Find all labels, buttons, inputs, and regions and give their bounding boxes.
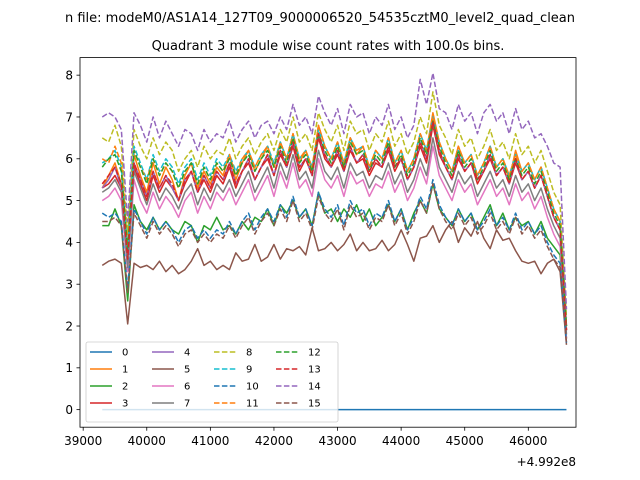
series-layer xyxy=(101,72,568,411)
legend-label-1: 1 xyxy=(122,365,128,376)
x-tick-label: 45000 xyxy=(446,434,484,448)
y-tick-label: 2 xyxy=(65,319,73,333)
legend-label-15: 15 xyxy=(308,399,321,410)
x-tick-label: 39000 xyxy=(64,434,102,448)
y-tick-label: 4 xyxy=(65,236,73,250)
x-tick-label: 43000 xyxy=(318,434,356,448)
x-axis: 39000 40000 41000 42000 43000 44000 45000 46000 xyxy=(64,427,547,448)
y-tick-label: 8 xyxy=(65,68,73,82)
legend-label-10: 10 xyxy=(246,382,259,393)
legend-label-6: 6 xyxy=(184,382,190,393)
series-line-12 xyxy=(101,120,568,327)
y-tick-label: 3 xyxy=(65,278,73,292)
y-tick-label: 5 xyxy=(65,194,73,208)
series-line-1 xyxy=(101,112,568,327)
series-line-5 xyxy=(101,220,568,345)
series-line-7 xyxy=(101,137,568,335)
plot-area xyxy=(79,57,577,428)
series-line-15 xyxy=(102,183,568,343)
legend-label-11: 11 xyxy=(246,399,259,410)
y-tick-label: 7 xyxy=(65,110,73,124)
figure-suptitle: n file: modeM0/AS1A14_127T09_9000006520_… xyxy=(65,11,575,26)
y-tick-label: 6 xyxy=(65,152,73,166)
legend-label-3: 3 xyxy=(122,399,128,410)
series-line-10 xyxy=(101,178,568,343)
x-tick-label: 41000 xyxy=(191,434,229,448)
x-axis-offset-label: +4.992e8 xyxy=(517,455,576,469)
series-line-9 xyxy=(101,116,568,327)
series-line-6 xyxy=(101,145,568,339)
series-line-8 xyxy=(101,91,568,318)
legend-label-13: 13 xyxy=(308,365,321,376)
series-line-13 xyxy=(101,120,568,331)
legend-label-8: 8 xyxy=(246,348,252,359)
x-tick-label: 42000 xyxy=(255,434,293,448)
legend-label-9: 9 xyxy=(246,365,252,376)
y-tick-label: 1 xyxy=(65,361,73,375)
legend-label-14: 14 xyxy=(308,382,321,393)
series-line-11 xyxy=(101,116,568,327)
x-tick-label: 46000 xyxy=(509,434,547,448)
legend-label-12: 12 xyxy=(308,348,321,359)
legend-label-0: 0 xyxy=(122,348,128,359)
legend-label-5: 5 xyxy=(184,365,190,376)
x-tick-label: 40000 xyxy=(128,434,166,448)
legend-label-2: 2 xyxy=(122,382,128,393)
series-line-2 xyxy=(102,183,568,339)
x-tick-label: 44000 xyxy=(382,434,420,448)
legend-label-4: 4 xyxy=(184,348,190,359)
chart-title: Quadrant 3 module wise count rates with … xyxy=(152,39,505,54)
legend-label-7: 7 xyxy=(184,399,190,410)
series-line-14 xyxy=(101,72,568,310)
y-tick-label: 0 xyxy=(65,403,73,417)
y-axis: 0 1 2 3 4 5 6 7 8 xyxy=(65,68,80,417)
legend-box xyxy=(85,341,339,423)
